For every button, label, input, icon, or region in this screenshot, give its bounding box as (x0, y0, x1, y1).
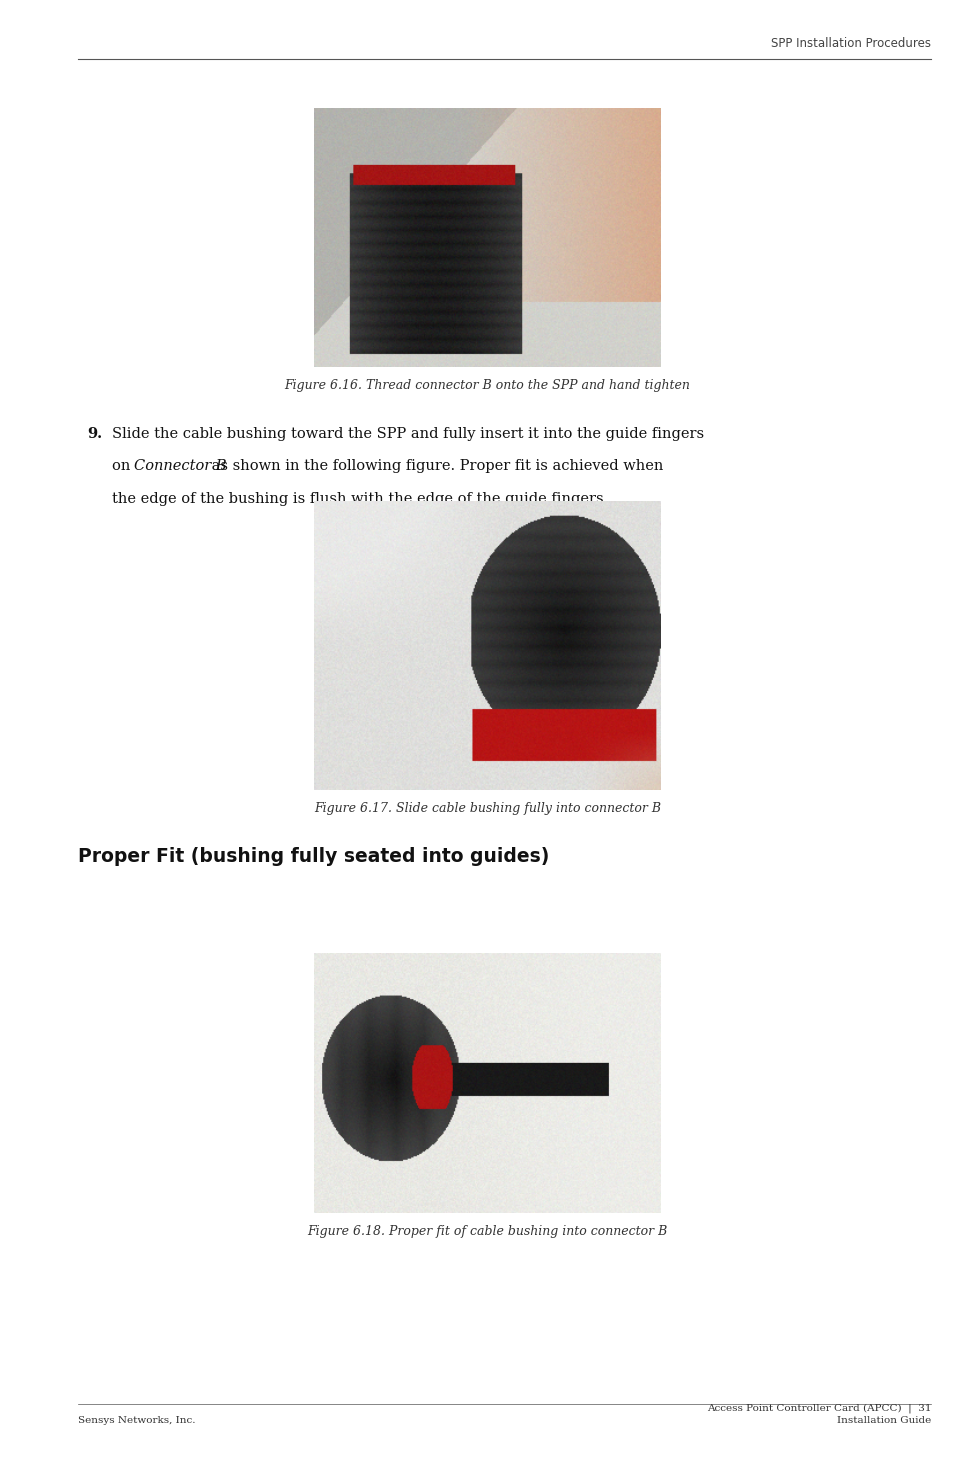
Text: Connector B: Connector B (134, 460, 226, 473)
Text: SPP Installation Procedures: SPP Installation Procedures (771, 37, 931, 50)
Text: Figure 6.17. Slide cable bushing fully into connector B: Figure 6.17. Slide cable bushing fully i… (314, 801, 661, 815)
Text: Access Point Controller Card (APCC)  |  31: Access Point Controller Card (APCC) | 31 (707, 1404, 931, 1413)
Text: the edge of the bushing is flush with the edge of the guide fingers.: the edge of the bushing is flush with th… (112, 493, 608, 506)
Text: Figure 6.18. Proper fit of cable bushing into connector B: Figure 6.18. Proper fit of cable bushing… (307, 1226, 668, 1238)
Text: on: on (112, 460, 136, 473)
Text: Proper Fit (bushing fully seated into guides): Proper Fit (bushing fully seated into gu… (78, 847, 549, 865)
Text: 9.: 9. (87, 427, 102, 441)
Text: Figure 6.16. Thread connector B onto the SPP and hand tighten: Figure 6.16. Thread connector B onto the… (285, 378, 690, 392)
Text: Slide the cable bushing toward the SPP and fully insert it into the guide finger: Slide the cable bushing toward the SPP a… (112, 427, 704, 441)
Text: as shown in the following figure. Proper fit is achieved when: as shown in the following figure. Proper… (207, 460, 663, 473)
Text: Installation Guide: Installation Guide (837, 1416, 931, 1425)
Text: Sensys Networks, Inc.: Sensys Networks, Inc. (78, 1416, 196, 1425)
